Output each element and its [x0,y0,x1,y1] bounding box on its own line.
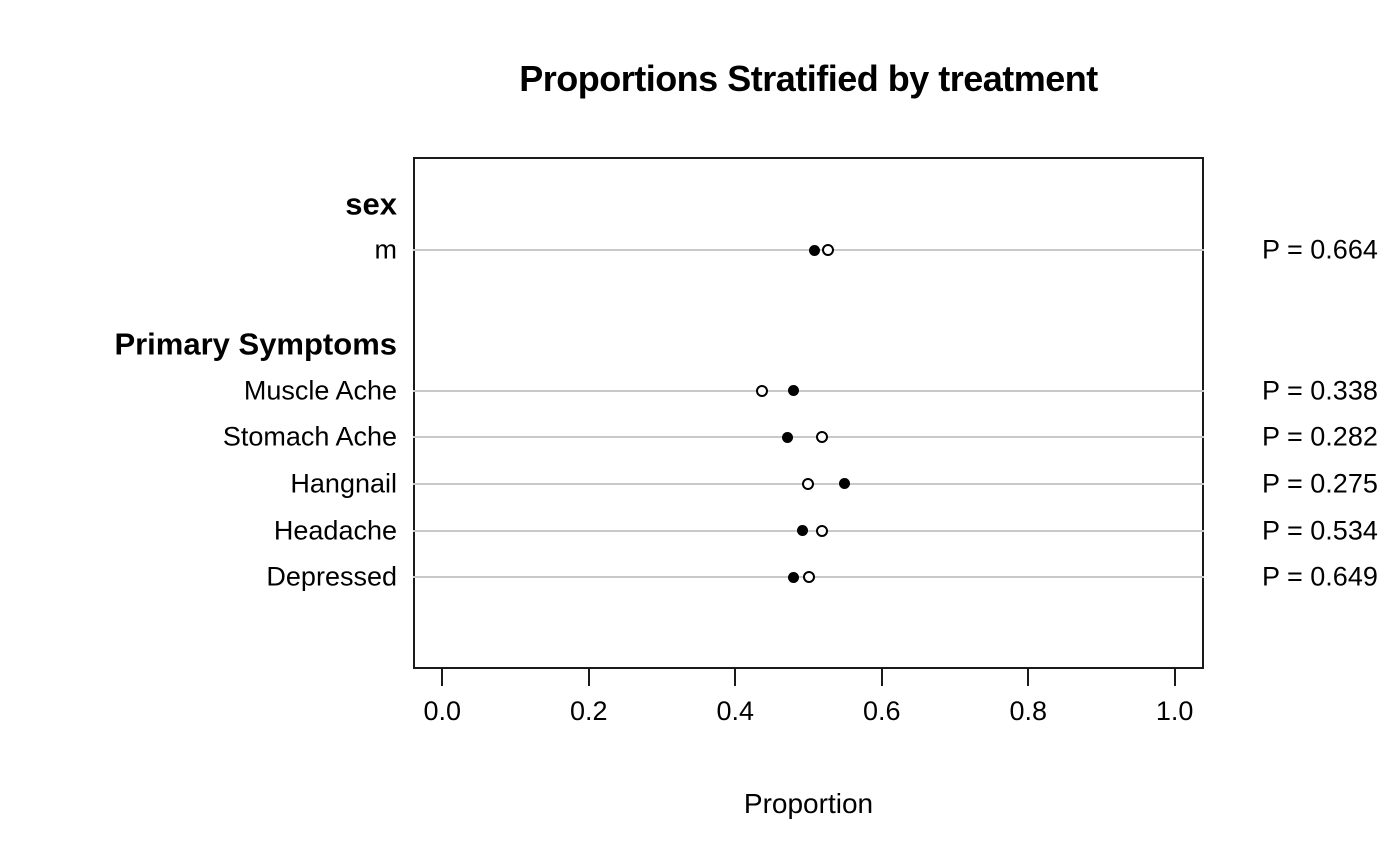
x-tick [441,669,444,686]
x-tick-label: 0.8 [1009,696,1047,726]
dot-filled [787,385,799,396]
gridline [413,529,1204,532]
p-value-label: P = 0.275 [1262,468,1378,499]
x-tick-label: 0.2 [569,696,608,726]
gridline [413,249,1204,252]
p-value-label: P = 0.534 [1262,515,1378,546]
group-header: Primary Symptoms [114,326,397,362]
x-tick-label: 0.4 [716,696,755,726]
dot-open [822,244,835,257]
plot-border [413,157,1204,669]
dot-open [802,571,815,584]
group-header: sex [345,186,397,222]
p-value-label: P = 0.338 [1262,375,1378,405]
dot-open [756,384,769,397]
x-tick [1173,669,1176,686]
x-tick [880,669,883,686]
x-tick [734,669,737,686]
plot-area [413,157,1204,669]
x-tick-label: 1.0 [1155,696,1194,726]
x-tick [1027,669,1030,686]
dot-filled [787,571,799,583]
row-label: Headache [273,515,397,546]
p-value-label: P = 0.649 [1262,561,1378,592]
dot-open [816,524,829,537]
dot-open [816,431,829,444]
row-label: Depressed [266,561,397,592]
row-label: Stomach Ache [222,421,397,452]
dot-filled [797,525,809,537]
dot-filled [838,478,850,490]
gridline [413,436,1204,439]
chart-title: Proportions Stratified by treatment [519,58,1098,99]
x-tick-label: 0.6 [862,696,901,726]
dot-filled [808,244,820,256]
row-label: m [374,234,398,265]
dot-filled [781,431,793,443]
p-value-label: P = 0.282 [1262,421,1378,452]
row-label: Hangnail [290,468,397,499]
gridline [413,389,1204,392]
row-label: Muscle Ache [243,375,397,405]
p-value-label: P = 0.664 [1262,234,1378,265]
dot-open [801,477,814,490]
x-axis-title: Proportion [743,788,874,819]
x-tick [587,669,590,686]
x-tick-label: 0.0 [423,696,462,726]
